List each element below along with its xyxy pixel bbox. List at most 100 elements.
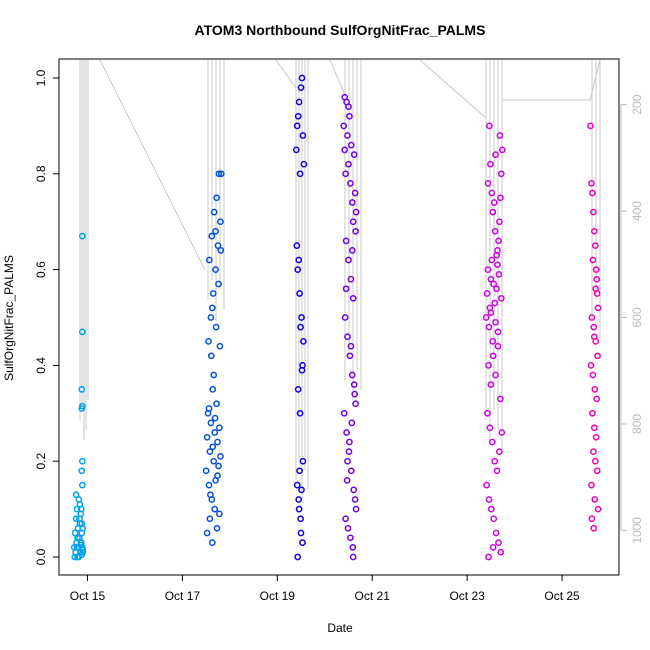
data-point [591,386,599,393]
x-tick-label: Oct 19 [260,589,296,603]
data-point [489,208,497,216]
data-point [217,247,225,254]
data-point [498,146,506,154]
data-point [588,314,596,321]
data-point [594,505,602,513]
data-point [203,433,211,441]
y-axis: 0.0 0.2 0.4 0.6 0.8 1.0 [34,69,59,565]
data-point [351,189,359,197]
data-point [78,328,86,336]
data-point [213,400,220,408]
secondary-trace-segment [99,59,206,271]
data-point [342,237,350,245]
data-point [351,496,359,503]
data-point [590,448,597,455]
data-point [297,515,304,523]
data-point [77,539,85,546]
data-point [215,462,222,470]
data-point [482,314,490,321]
data-point [216,510,223,518]
y-tick-label: 0.8 [34,165,48,182]
data-point [298,366,306,374]
data-point [495,271,503,278]
data-point [78,551,86,558]
y-axis-label: SulfOrgNitFrac_PALMS [2,255,16,381]
data-point [78,481,86,489]
data-point [484,266,492,273]
y-tick-label: 0.2 [34,453,48,470]
data-point [347,180,354,187]
data-point [298,314,305,321]
y2-tick-label: 200 [630,94,644,114]
data-point [77,541,85,549]
x-tick-label: Oct 25 [544,589,580,603]
data-point [78,386,86,393]
data-point [341,146,349,154]
data-point [588,481,595,489]
data-point [342,515,349,523]
data-point [206,256,213,264]
data-point [208,304,216,312]
data-point [345,448,353,455]
data-point [344,132,351,139]
data-point [215,280,222,288]
data-point [205,481,213,489]
data-point [485,323,493,331]
data-point [588,180,595,187]
data-point [216,342,224,350]
data-point [214,472,221,479]
data-point [496,448,503,455]
data-point [297,84,305,91]
data-point [350,486,358,494]
data-point [490,280,498,288]
data-point [496,218,503,226]
data-point [485,496,493,503]
data-point [347,275,355,283]
data-point [352,208,360,216]
data-point [299,457,307,465]
y2-tick-label: 600 [630,307,644,327]
data-point [215,170,223,178]
data-point [592,433,600,441]
data-point [494,342,502,350]
data-point [487,381,495,388]
data-point [492,529,500,537]
data-point [295,256,303,264]
data-point [591,496,599,503]
data-point [212,227,219,235]
data-point [497,294,505,302]
data-point [343,429,350,436]
data-point [347,467,355,475]
data-point [79,524,87,532]
data-point [486,424,494,432]
y2-tick-label: 800 [630,414,644,434]
data-point [348,371,356,379]
data-point [497,194,504,202]
data-point [342,170,349,178]
data-point [344,524,352,532]
data-point [296,170,304,178]
data-point [208,539,216,546]
data-point [492,318,499,326]
data-point [297,323,304,331]
data-point [300,160,308,168]
data-point [497,170,505,178]
secondary-trace-segment [589,59,601,101]
x-tick-label: Oct 23 [449,589,485,603]
secondary-trace-segment [275,59,297,89]
data-point [492,371,499,379]
data-point [207,491,214,499]
plot-frame [58,58,620,576]
data-point [493,251,500,259]
data-point [294,112,302,120]
data-point [78,232,86,240]
data-point [217,453,224,460]
data-point [487,505,495,513]
data-point [78,402,86,410]
y-tick-label: 0.4 [34,357,48,374]
data-point [486,122,493,130]
data-point [495,237,502,245]
data-point [347,534,354,542]
data-point [594,352,601,360]
data-point [587,362,595,369]
